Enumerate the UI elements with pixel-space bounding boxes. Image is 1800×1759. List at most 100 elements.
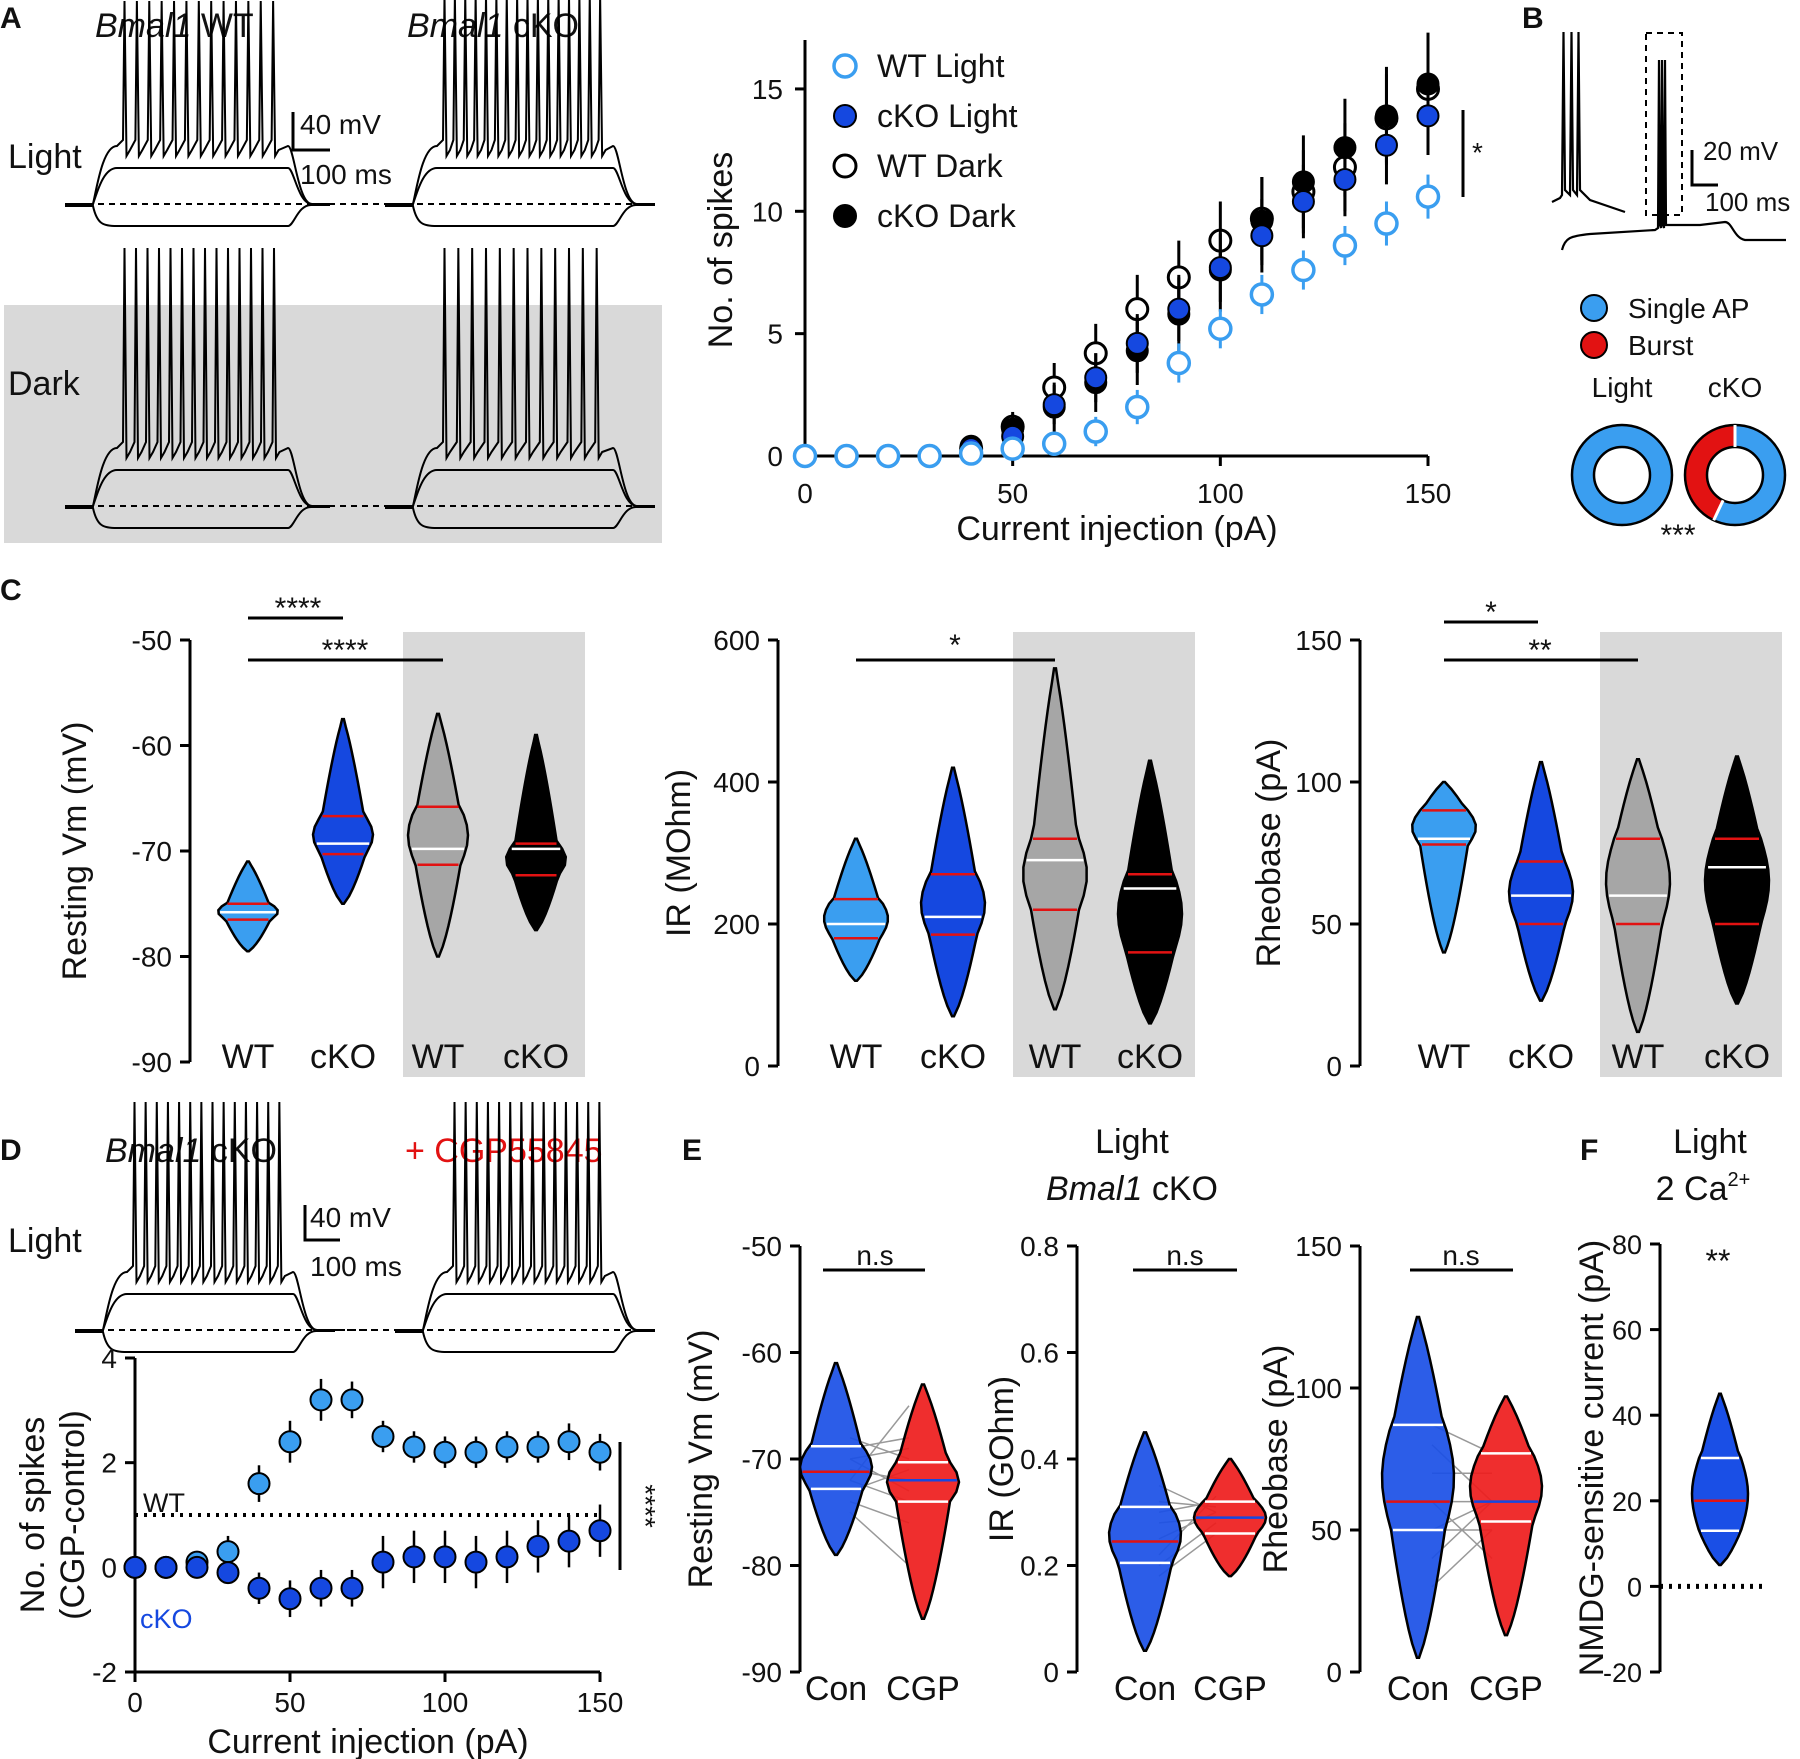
x-axis-label: Current injection (pA) (956, 510, 1277, 548)
scale-bar-b (1690, 150, 1718, 187)
scale-ms-a: 100 ms (300, 159, 392, 190)
sig-label: * (949, 629, 961, 662)
scale-ms-b: 100 ms (1705, 187, 1790, 217)
x-tick-label: 0 (797, 478, 813, 509)
panel-a-traces: Bmal1 WT Bmal1 cKO Light Dark 40 mV 100 … (4, 0, 662, 543)
y-tick-label: 0 (101, 1552, 117, 1583)
d-wt-label: WT (143, 1488, 185, 1518)
legend-marker (833, 104, 857, 128)
data-point (1208, 256, 1232, 280)
d-mark-group (123, 1378, 612, 1618)
voltage-trace (65, 247, 330, 507)
y-tick-label: -60 (742, 1338, 782, 1369)
y-tick-label: -50 (132, 625, 172, 656)
f-line1: Light (1673, 1123, 1747, 1161)
voltage-trace (385, 247, 655, 507)
voltage-trace (75, 1101, 335, 1331)
e-line1: Light (1095, 1123, 1169, 1161)
voltage-trace (395, 1329, 655, 1353)
scale-bar-d (303, 1205, 340, 1242)
x-tick-label: WT (1612, 1038, 1665, 1076)
data-point (875, 443, 901, 469)
y-tick-label: 400 (713, 767, 760, 798)
legend-label: WT Dark (877, 148, 1004, 184)
y-tick-label: 0 (1043, 1657, 1059, 1688)
legend-burst-marker (1580, 331, 1608, 359)
x-tick-label: WT (830, 1038, 883, 1076)
data-point (402, 1545, 426, 1569)
violin (1507, 760, 1575, 1002)
y-tick-label: 150 (1295, 1231, 1342, 1262)
voltage-trace (395, 1293, 655, 1331)
violin (217, 860, 279, 953)
panel-letter-b: B (1522, 2, 1544, 35)
legend-label: WT Light (877, 48, 1005, 84)
violin (504, 733, 568, 932)
data-point (1374, 133, 1398, 157)
data-point (834, 443, 859, 469)
y-tick-label: 80 (1612, 1230, 1642, 1260)
donut-outline (1570, 423, 1674, 527)
y-tick-label: 40 (1612, 1401, 1642, 1431)
donut-cko-label: cKO (1708, 372, 1762, 403)
data-point (526, 1435, 550, 1459)
data-point (495, 1545, 519, 1569)
y-tick-label: -90 (742, 1657, 782, 1688)
sig-label: ** (1528, 634, 1552, 667)
data-point (154, 1555, 178, 1579)
y-tick-label: -70 (742, 1444, 782, 1475)
y-tick-label: 0 (744, 1051, 760, 1082)
data-point (216, 1540, 240, 1564)
sig-label: n.s (1166, 1240, 1203, 1271)
x-tick-label: 0 (127, 1687, 143, 1718)
data-point (247, 1472, 271, 1496)
y-tick-label: 0.2 (1020, 1551, 1059, 1582)
legend-marker (832, 153, 858, 179)
y-tick-label: 150 (1295, 625, 1342, 656)
y-tick-label: -80 (742, 1551, 782, 1582)
data-point (1250, 224, 1274, 248)
violin-chart: 0 0.2 0.4 0.6 0.8 IR (GOhm) Con CGP n.s (983, 1231, 1268, 1708)
data-point (216, 1561, 240, 1585)
x-tick-label: cKO (1508, 1038, 1574, 1076)
voltage-trace (385, 469, 655, 507)
data-point (1249, 282, 1275, 307)
data-point (1332, 233, 1358, 258)
data-point (1083, 419, 1108, 444)
panel-letter-c: C (0, 574, 22, 607)
e-line2: Bmal1 cKO (1046, 1170, 1218, 1208)
x-tick-label: WT (1418, 1038, 1471, 1076)
voltage-trace (385, 0, 655, 205)
data-point (402, 1435, 426, 1459)
x-tick-label: 150 (577, 1687, 624, 1718)
donut-hole (1592, 445, 1652, 505)
x-tick-label: WT (412, 1038, 465, 1076)
y-tick-label: -50 (742, 1231, 782, 1262)
sig-label: n.s (1442, 1240, 1479, 1271)
data-point (1415, 184, 1441, 209)
data-point (309, 1388, 333, 1412)
legend-single-ap: Single AP (1628, 293, 1749, 324)
voltage-trace (65, 505, 330, 529)
y-tick-label: 20 (1612, 1487, 1642, 1517)
donut-sig: *** (1660, 519, 1695, 552)
data-point (1167, 297, 1191, 321)
data-point (309, 1576, 333, 1600)
sig-label: * (1472, 137, 1483, 168)
y-tick-label: 0.6 (1020, 1338, 1059, 1369)
data-point (340, 1388, 364, 1412)
donut-light-label: Light (1592, 372, 1653, 403)
violin (919, 766, 987, 1018)
data-point (433, 1545, 457, 1569)
d-y-label-1: No. of spikes (14, 1417, 52, 1614)
data-point (464, 1550, 488, 1574)
d-drug: + CGP55845 (405, 1132, 603, 1170)
y-tick-label: 60 (1612, 1316, 1642, 1346)
data-point (1416, 104, 1440, 128)
data-point (1166, 350, 1192, 376)
y-tick-label: 10 (752, 196, 783, 227)
d-light-label: Light (8, 1222, 82, 1260)
y-tick-label: 0 (1326, 1657, 1342, 1688)
